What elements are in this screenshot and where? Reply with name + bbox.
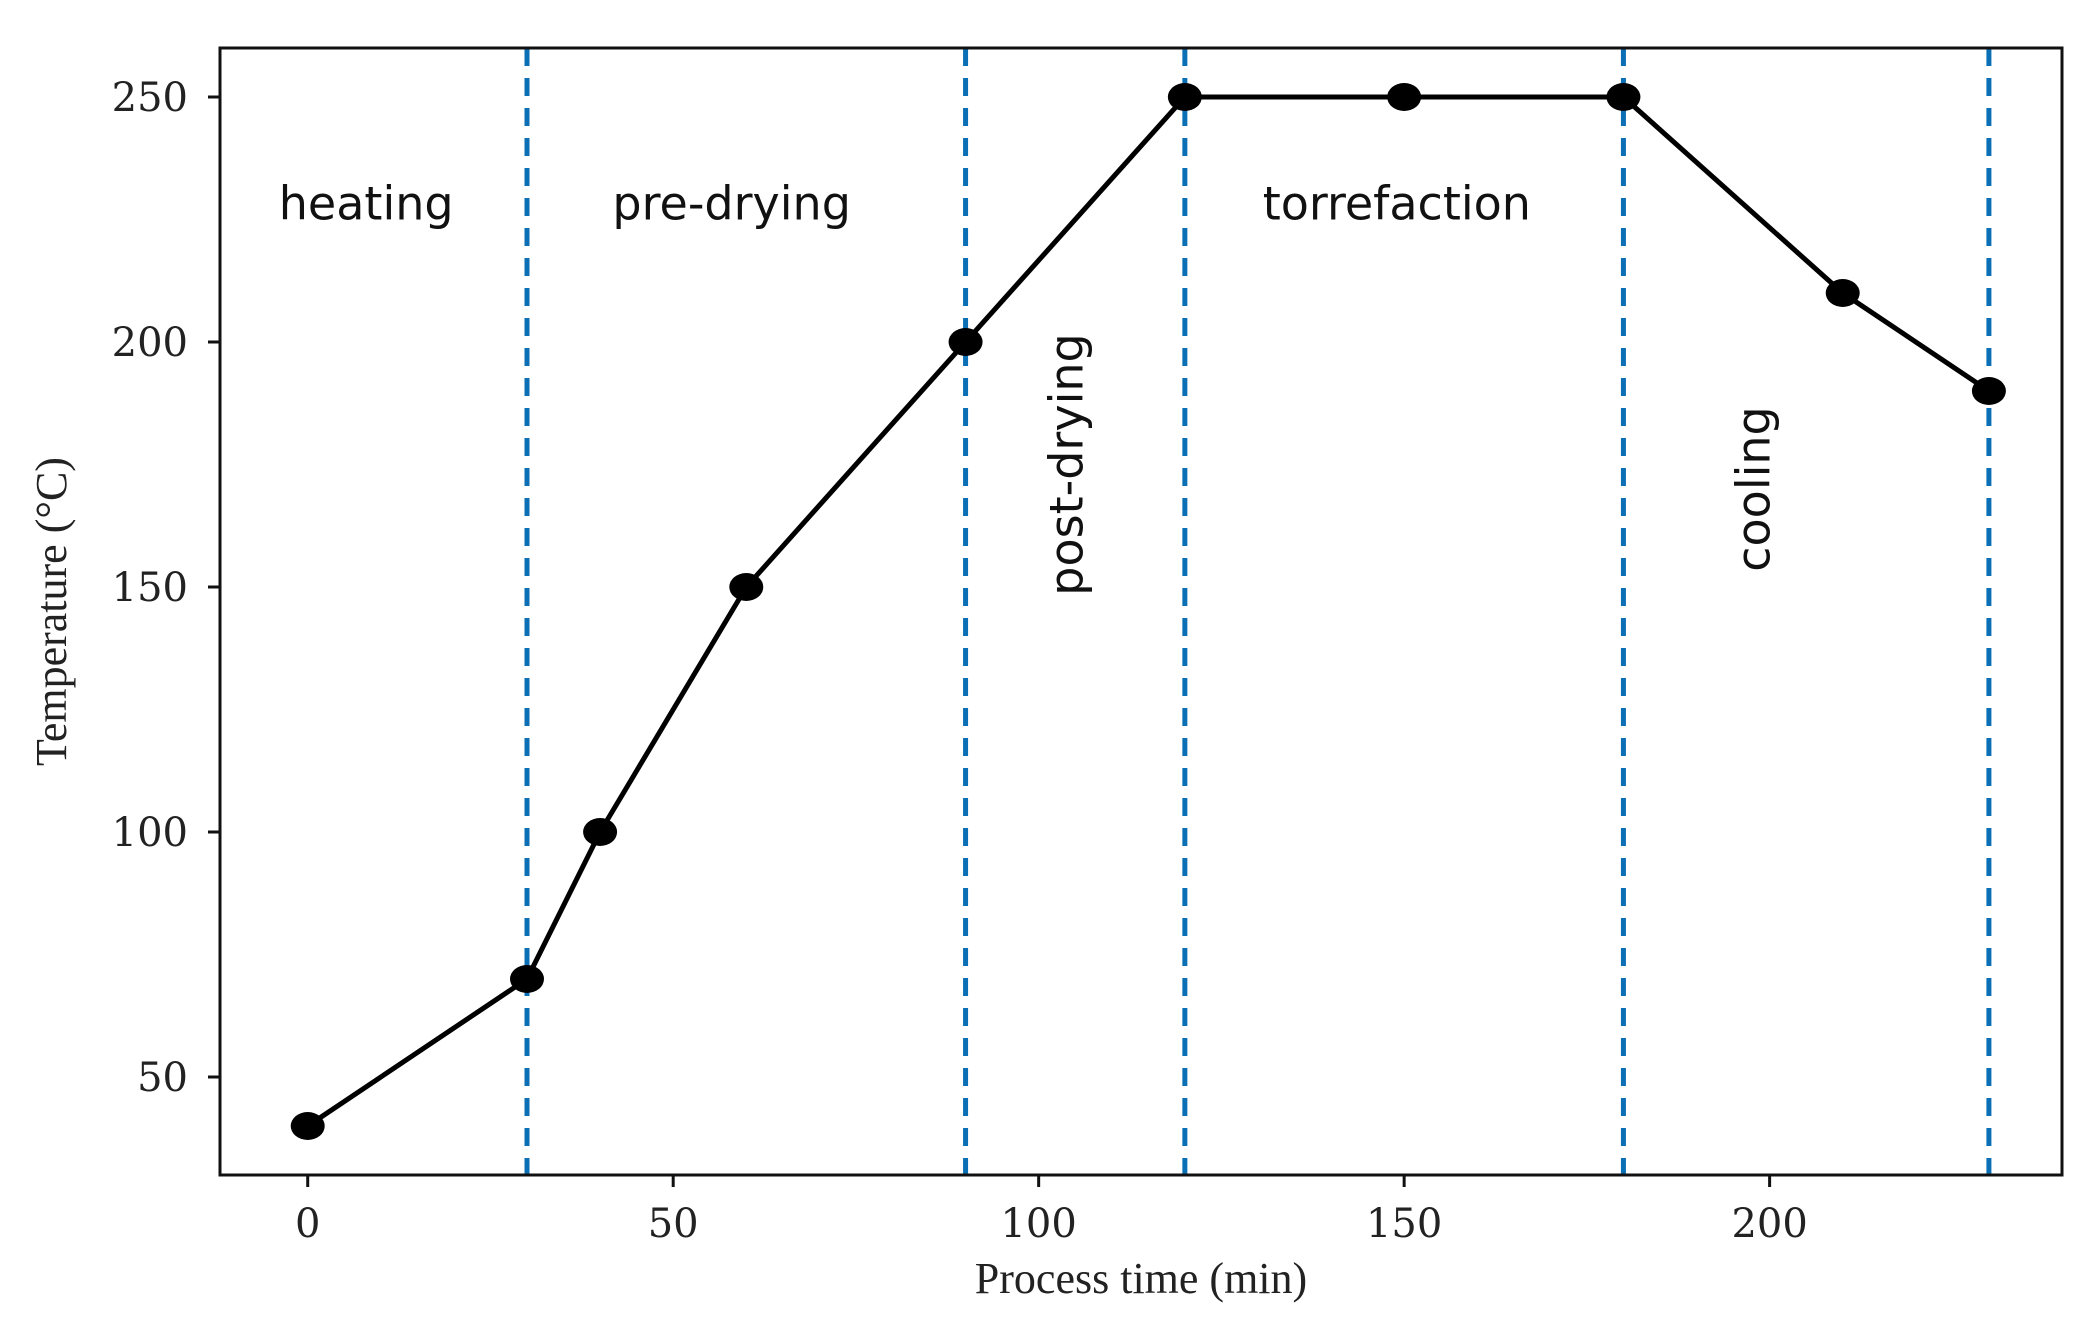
- y-tick-label: 200: [112, 320, 188, 366]
- data-point: [1825, 279, 1860, 307]
- phase-label-torrefaction: torrefaction: [1263, 177, 1531, 231]
- phase-labels: heating pre-drying post-drying torrefaction…: [279, 177, 1781, 596]
- data-point: [583, 818, 618, 846]
- x-tick-label: 100: [1000, 1201, 1076, 1247]
- x-axis: 0 50 100 150 200: [295, 1175, 1808, 1247]
- y-tick-label: 100: [112, 810, 188, 856]
- x-tick-label: 150: [1366, 1201, 1442, 1247]
- data-point: [1167, 83, 1202, 111]
- data-point: [948, 328, 983, 356]
- data-point: [1387, 83, 1422, 111]
- data-point: [1971, 377, 2006, 405]
- y-tick-label: 250: [112, 75, 188, 121]
- data-point: [290, 1112, 325, 1140]
- x-tick-label: 200: [1731, 1201, 1807, 1247]
- y-axis: 50 100 150 200 250: [112, 75, 220, 1101]
- data-point: [1606, 83, 1641, 111]
- series-temperature: [290, 83, 2006, 1140]
- x-tick-label: 50: [648, 1201, 699, 1247]
- x-tick-label: 0: [295, 1201, 320, 1247]
- phase-label-pre-drying: pre-drying: [612, 177, 850, 231]
- y-tick-label: 150: [112, 565, 188, 611]
- data-point: [729, 573, 764, 601]
- plot-frame-group: [218, 46, 2064, 1177]
- phase-label-heating: heating: [279, 177, 454, 231]
- plot-frame: [218, 46, 2064, 1177]
- data-point: [510, 965, 544, 993]
- phase-label-cooling: cooling: [1727, 406, 1781, 572]
- series-line: [306, 94, 1991, 1129]
- x-axis-title: Process time (min): [975, 1254, 1307, 1303]
- y-axis-title: Temperature (°C): [27, 457, 76, 766]
- phase-label-post-drying: post-drying: [1040, 333, 1094, 595]
- y-tick-label: 50: [137, 1055, 188, 1101]
